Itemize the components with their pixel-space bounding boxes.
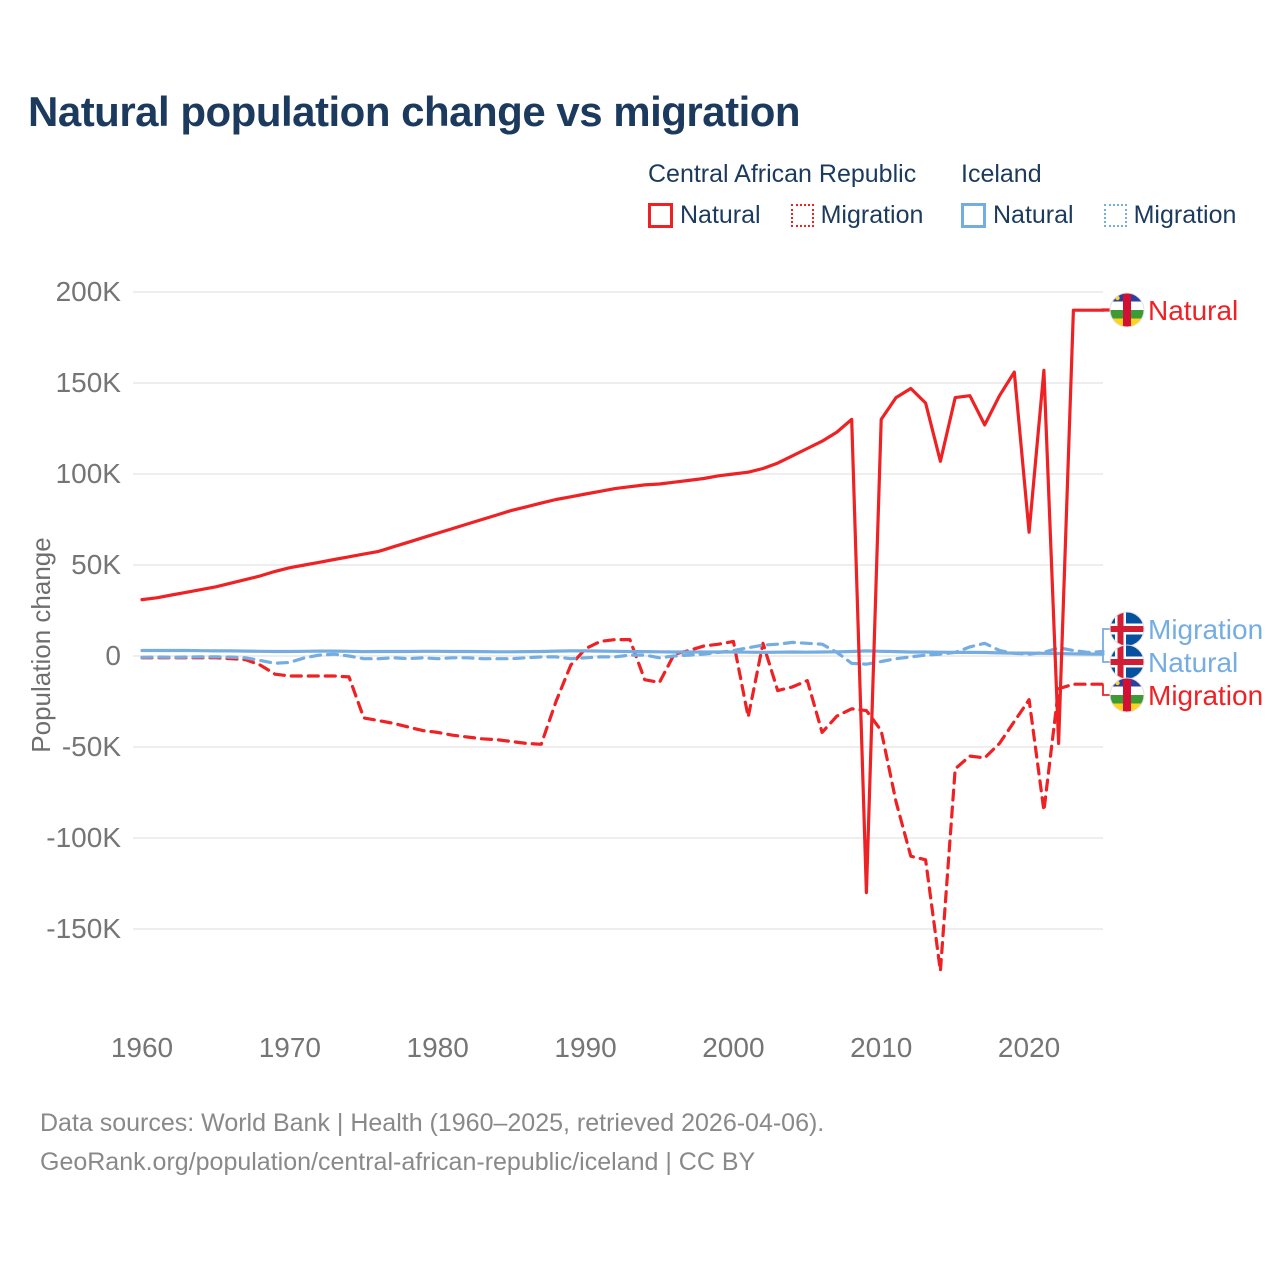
legend-swatch-car-migration	[790, 204, 814, 227]
y-tick-label-0: 0	[105, 640, 121, 671]
page-title: Natural population change vs migration	[28, 88, 801, 135]
data-series-lines	[140, 308, 1105, 973]
connector-car-migration	[1102, 684, 1110, 696]
x-tick-label-1970: 1970	[259, 1032, 321, 1063]
footer-attribution: GeoRank.org/population/central-african-r…	[40, 1148, 756, 1176]
y-axis-title: Population change	[26, 537, 56, 752]
x-tick-label-1990: 1990	[554, 1032, 616, 1063]
series-line-iceland-natural	[140, 648, 1105, 656]
legend-item-car-natural[interactable]: Natural	[648, 201, 761, 230]
footer: Data sources: World Bank | Health (1960–…	[40, 1104, 824, 1182]
legend-group-central-african-republic: Central African Republic Natural Migrati…	[648, 160, 923, 230]
end-label-iceland-migration: Migration	[1148, 614, 1263, 645]
legend-item-iceland-migration[interactable]: Migration	[1103, 201, 1237, 230]
legend-item-iceland-natural[interactable]: Natural	[961, 201, 1074, 230]
footer-data-sources: Data sources: World Bank | Health (1960–…	[40, 1109, 825, 1137]
legend-header-iceland: Iceland	[961, 160, 1042, 188]
legend-item-car-migration[interactable]: Migration	[790, 201, 924, 230]
x-axis-tick-labels: 1960 1970 1980 1990 2000 2010 2020	[111, 1032, 1060, 1063]
x-tick-label-2010: 2010	[850, 1032, 912, 1063]
legend-label-iceland-natural: Natural	[993, 201, 1074, 229]
connector-iceland-natural	[1102, 654, 1110, 663]
legend-items-iceland: Natural Migration	[961, 201, 1236, 230]
legend-label-car-natural: Natural	[680, 201, 761, 229]
end-label-car-natural: Natural	[1148, 295, 1238, 326]
x-tick-label-2000: 2000	[702, 1032, 764, 1063]
end-label-car-migration: Migration	[1148, 680, 1263, 711]
y-tick-label-50K: 50K	[71, 549, 121, 580]
legend-label-car-migration: Migration	[820, 201, 924, 229]
x-tick-label-2020: 2020	[998, 1032, 1060, 1063]
end-label-iceland-natural: Natural	[1148, 647, 1238, 678]
x-tick-label-1960: 1960	[111, 1032, 173, 1063]
legend-swatch-iceland-migration	[1103, 204, 1127, 227]
central-african-republic-flag-icon	[1110, 293, 1144, 327]
x-tick-label-1980: 1980	[407, 1032, 469, 1063]
y-tick-label-150K: 150K	[56, 367, 122, 398]
y-tick-label--100K: -100K	[46, 822, 121, 853]
gridlines: 200K 150K 100K 50K 0 -50K -100K -150K	[46, 276, 1103, 944]
legend-swatch-car-natural	[648, 203, 673, 228]
iceland-flag-icon	[1110, 612, 1144, 646]
y-tick-label-200K: 200K	[56, 276, 122, 307]
legend-header-central-african-republic: Central African Republic	[648, 160, 917, 188]
iceland-flag-icon	[1110, 645, 1144, 679]
legend-items-car: Natural Migration	[648, 201, 923, 230]
central-african-republic-flag-icon	[1110, 678, 1144, 712]
y-tick-label--50K: -50K	[62, 731, 121, 762]
legend-label-iceland-migration: Migration	[1133, 201, 1237, 229]
connector-iceland-migration	[1102, 628, 1110, 652]
end-label-connectors	[1101, 308, 1110, 696]
legend-swatch-iceland-natural	[961, 203, 986, 228]
series-line-central-african-republic-natural	[140, 308, 1105, 895]
series-line-iceland-migration	[140, 640, 1105, 666]
y-tick-label--150K: -150K	[46, 913, 121, 944]
legend-group-iceland: Iceland Natural Migration	[961, 160, 1236, 230]
chart-legend: Central African Republic Natural Migrati…	[0, 160, 1280, 240]
series-line-central-african-republic-migration	[140, 637, 1105, 973]
y-tick-label-100K: 100K	[56, 458, 122, 489]
